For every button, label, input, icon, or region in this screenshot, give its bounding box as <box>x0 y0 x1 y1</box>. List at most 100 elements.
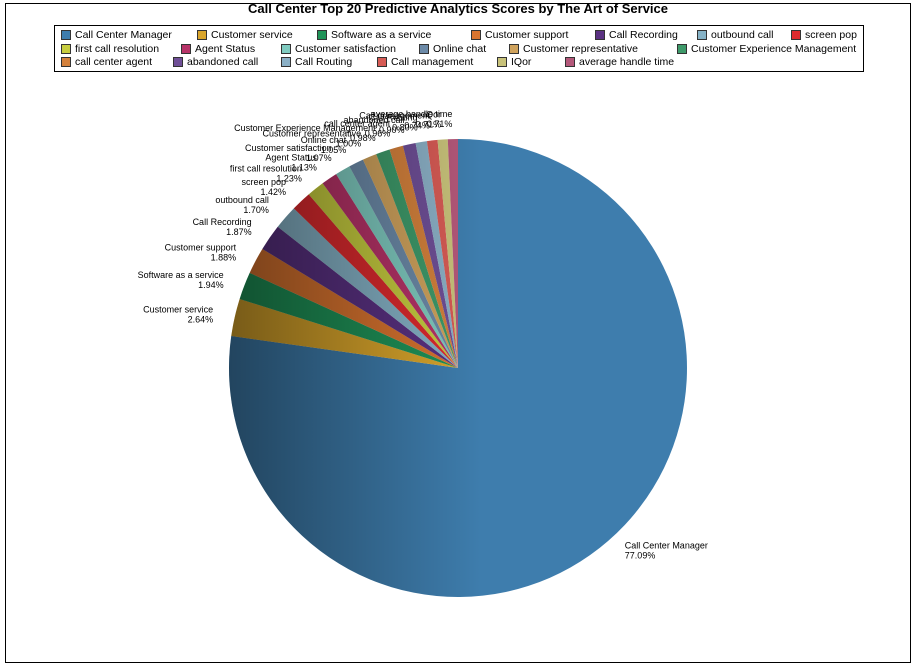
slice-label: Agent Status <box>265 152 317 162</box>
legend-swatch <box>317 30 327 40</box>
slice-label: Customer support <box>165 242 237 252</box>
legend-label: average handle time <box>579 56 675 68</box>
legend-label: Customer satisfaction <box>295 43 396 55</box>
legend-swatch <box>61 44 71 54</box>
legend-swatch <box>173 57 183 67</box>
legend-swatch <box>697 30 707 40</box>
slice-label: Software as a service <box>138 270 224 280</box>
legend-label: Online chat <box>433 43 487 55</box>
legend-item: Customer representative <box>509 43 638 55</box>
legend-item: average handle time <box>565 56 674 68</box>
slice-label: 1.05% <box>321 145 347 155</box>
legend-item: Call Routing <box>281 56 352 68</box>
slice-label: IQor <box>424 110 442 120</box>
legend-item: Customer Experience Management <box>677 43 856 55</box>
legend-swatch <box>377 57 387 67</box>
legend-swatch <box>677 44 687 54</box>
legend-swatch <box>61 57 71 67</box>
slice-label: Customer satisfaction <box>245 143 332 153</box>
legend-swatch <box>791 30 801 40</box>
slice-label: 1.94% <box>198 280 224 290</box>
slice-label: 1.70% <box>243 205 269 215</box>
slice-label: 77.09% <box>625 550 656 560</box>
slice-label: 0.71% <box>427 119 453 129</box>
legend-swatch <box>497 57 507 67</box>
chart-title: Call Center Top 20 Predictive Analytics … <box>248 1 668 16</box>
legend-item: Agent Status <box>181 43 255 55</box>
slice-label: Customer representative <box>263 129 362 139</box>
legend-label: Software as a service <box>331 29 432 41</box>
slice-label: 0.71% <box>416 120 442 130</box>
slice-label: abandoned call <box>343 115 404 125</box>
legend-swatch <box>509 44 519 54</box>
slice-label: Call management <box>359 111 430 121</box>
slice-label: 1.07% <box>306 153 332 163</box>
slice-label: 1.23% <box>276 174 302 184</box>
slice-label: call center agent <box>324 118 391 128</box>
legend-item: first call resolution <box>61 43 159 55</box>
legend-swatch <box>565 57 575 67</box>
legend-item: Call Center Manager <box>61 29 172 41</box>
legend-swatch <box>281 44 291 54</box>
legend-item: Call management <box>377 56 473 68</box>
legend-label: Call Recording <box>609 29 678 41</box>
slice-label: Call Recording <box>193 217 252 227</box>
legend-label: Customer Experience Management <box>691 43 857 55</box>
slice-label: 1.00% <box>336 139 362 149</box>
pie-slices <box>228 139 687 597</box>
slice-label: Customer service <box>143 305 213 315</box>
slice-label: 1.87% <box>226 227 252 237</box>
legend-label: outbound call <box>711 29 774 41</box>
slice-label: 1.42% <box>260 187 286 197</box>
legend-item: Call Recording <box>595 29 678 41</box>
legend-label: Customer support <box>485 29 569 41</box>
legend-label: Call Routing <box>295 56 353 68</box>
slice-label: Call Center Manager <box>625 540 708 550</box>
slice-label: 0.80% <box>392 122 418 132</box>
slice-label: 1.88% <box>211 252 237 262</box>
legend-label: abandoned call <box>187 56 259 68</box>
legend-item: Customer support <box>471 29 568 41</box>
legend-swatch <box>595 30 605 40</box>
legend-swatch <box>419 44 429 54</box>
legend-swatch <box>181 44 191 54</box>
slice-label: 0.90% <box>379 125 405 135</box>
legend-item: Online chat <box>419 43 486 55</box>
slice-label: outbound call <box>215 195 269 205</box>
legend-swatch <box>281 57 291 67</box>
slice-label: screen pop <box>241 177 286 187</box>
slice-label: Online chat <box>301 135 347 145</box>
slice-label: Call Routing <box>369 112 418 122</box>
slice-label: 0.98% <box>350 133 376 143</box>
legend-item: outbound call <box>697 29 773 41</box>
legend-label: Agent Status <box>195 43 256 55</box>
legend-label: screen pop <box>805 29 857 41</box>
slice-label: first call resolution <box>230 164 302 174</box>
legend-swatch <box>61 30 71 40</box>
legend-item: abandoned call <box>173 56 258 68</box>
legend-label: Call Center Manager <box>75 29 172 41</box>
slice-label: average handle time <box>371 109 453 119</box>
legend-label: first call resolution <box>75 43 160 55</box>
legend-item: Customer service <box>197 29 293 41</box>
legend-label: Call management <box>391 56 474 68</box>
slice-label: 1.13% <box>291 162 317 172</box>
legend-swatch <box>197 30 207 40</box>
slice-label: 0.96% <box>365 128 391 138</box>
legend-item: Customer satisfaction <box>281 43 396 55</box>
legend-item: Software as a service <box>317 29 431 41</box>
slice-label: 0.74% <box>404 121 430 131</box>
legend-item: screen pop <box>791 29 857 41</box>
legend-swatch <box>471 30 481 40</box>
slice-label: 2.64% <box>188 315 214 325</box>
legend-item: IQor <box>497 56 531 68</box>
legend-label: Customer representative <box>523 43 638 55</box>
chart-legend: Call Center Manager Customer service Softw… <box>54 25 864 72</box>
legend-item: call center agent <box>61 56 152 68</box>
legend-label: Customer service <box>211 29 293 41</box>
legend-label: call center agent <box>75 56 153 68</box>
legend-label: IQor <box>511 56 532 68</box>
slice-label: Customer Experience Management <box>234 123 376 133</box>
